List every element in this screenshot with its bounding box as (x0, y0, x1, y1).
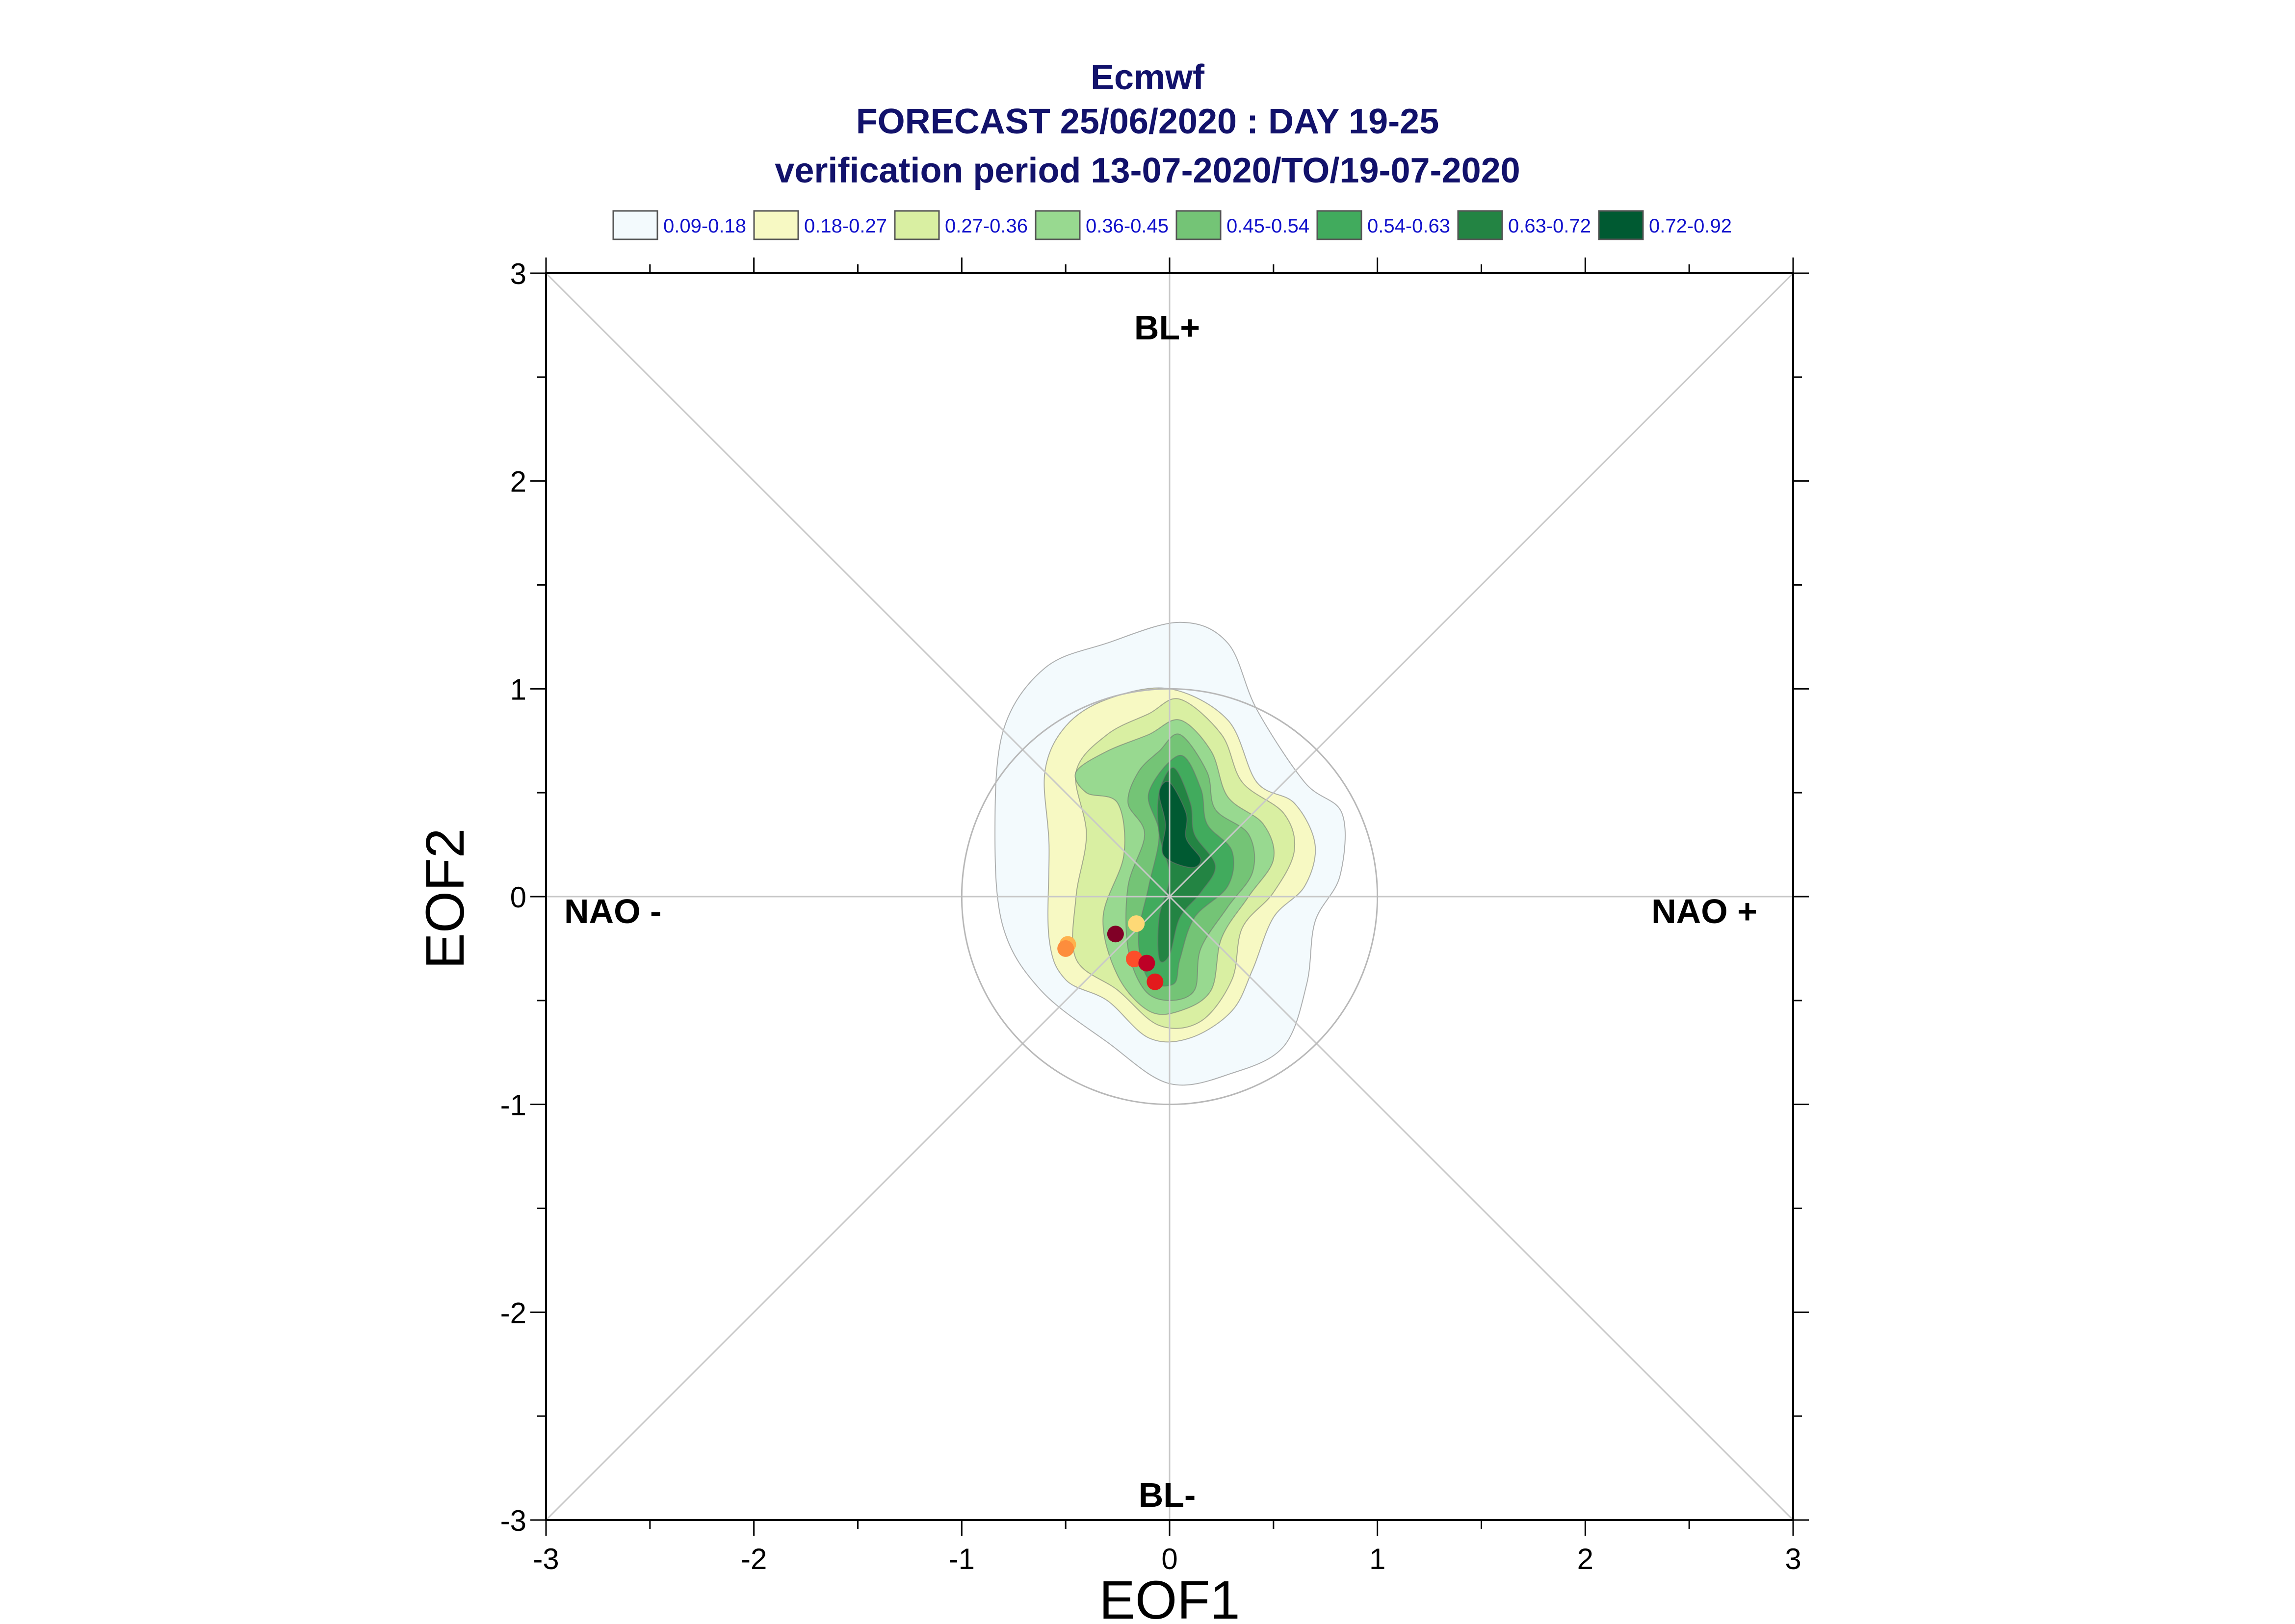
x-tick-label: -3 (533, 1543, 559, 1575)
forecast-point-5 (1138, 954, 1155, 972)
legend-label-1: 0.18-0.27 (804, 215, 887, 237)
chart-title: Ecmwf FORECAST 25/06/2020 : DAY 19-25 ve… (775, 58, 1520, 190)
forecast-point-6 (1147, 973, 1164, 990)
y-tick-label: -3 (500, 1504, 526, 1537)
regime-label-bottom: BL- (1139, 1476, 1196, 1514)
title-line-1: Ecmwf (1091, 58, 1205, 97)
legend-label-0: 0.09-0.18 (663, 215, 746, 237)
regime-label-top: BL+ (1134, 309, 1200, 347)
y-axis-title: EOF2 (415, 828, 475, 969)
legend-swatch-6 (1457, 210, 1503, 240)
legend-swatch-2 (894, 210, 940, 240)
regime-label-right: NAO + (1651, 892, 1757, 930)
unit-circle (961, 688, 1379, 1106)
x-axis-title: EOF1 (1099, 1570, 1240, 1624)
legend-swatch-7 (1598, 210, 1644, 240)
density-contours (994, 621, 1346, 1086)
legend-label-3: 0.36-0.45 (1086, 215, 1169, 237)
forecast-point-1 (1107, 926, 1124, 943)
y-tick-label: -1 (500, 1089, 526, 1122)
forecast-point-3 (1057, 940, 1074, 957)
x-tick-label: 2 (1577, 1543, 1593, 1575)
legend-swatch-3 (1035, 210, 1081, 240)
regime-labels: BL+ BL- NAO - NAO + (564, 309, 1757, 1514)
y-tick-label: 2 (510, 465, 526, 498)
legend-label-7: 0.72-0.92 (1649, 215, 1732, 237)
y-tick-label: 3 (510, 258, 526, 290)
legend-label-2: 0.27-0.36 (945, 215, 1028, 237)
x-tick-label: 0 (1161, 1543, 1177, 1575)
title-line-3: verification period 13-07-2020/TO/19-07-… (775, 151, 1520, 190)
legend-label-5: 0.54-0.63 (1367, 215, 1450, 237)
plot-frame: -3 -2 -1 0 1 2 3 -3 -2 -1 0 1 2 3 (500, 258, 1809, 1575)
legend-swatch-0 (612, 210, 658, 240)
x-tick-label: 1 (1369, 1543, 1385, 1575)
y-tick-label: -2 (500, 1296, 526, 1329)
y-tick-label: 1 (510, 673, 526, 706)
legend-label-4: 0.45-0.54 (1226, 215, 1309, 237)
legend-label-6: 0.63-0.72 (1508, 215, 1591, 237)
regime-label-left: NAO - (564, 892, 661, 930)
y-tick-label: 0 (510, 881, 526, 914)
legend: 0.09-0.18 0.18-0.27 0.27-0.36 0.36-0.45 0.45… (612, 210, 1732, 240)
legend-swatch-1 (753, 210, 799, 240)
forecast-points (1057, 915, 1164, 990)
legend-swatch-5 (1316, 210, 1362, 240)
x-tick-label: -1 (949, 1543, 975, 1575)
x-tick-label: 3 (1785, 1543, 1801, 1575)
forecast-point-0 (1128, 915, 1145, 932)
title-line-2: FORECAST 25/06/2020 : DAY 19-25 (856, 102, 1439, 141)
legend-swatch-4 (1175, 210, 1222, 240)
x-tick-label: -2 (741, 1543, 767, 1575)
